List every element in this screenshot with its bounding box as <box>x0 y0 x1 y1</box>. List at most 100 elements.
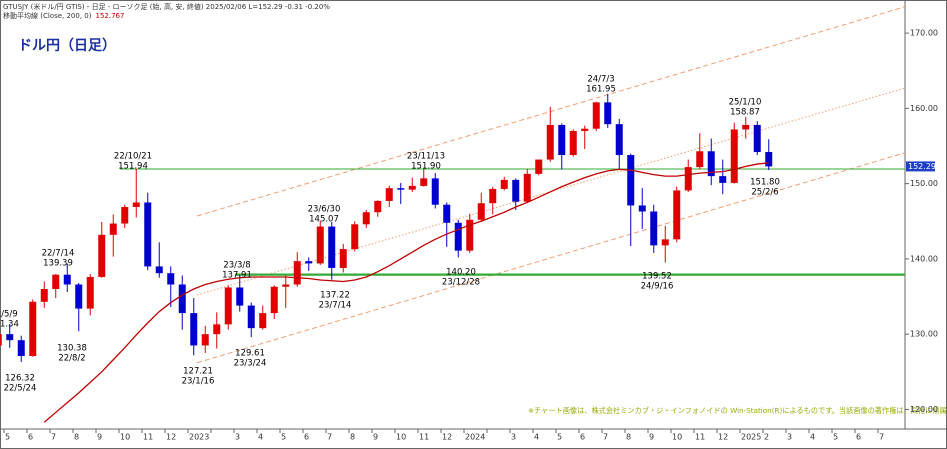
x-tick-label: 2023 <box>189 433 209 442</box>
x-tick-label: 11 <box>143 433 153 442</box>
x-tick-label: 6 <box>580 433 585 442</box>
x-tick-label: 6 <box>28 433 33 442</box>
annotation-date: 24/7/3 <box>587 75 614 85</box>
candle-body <box>753 124 761 153</box>
x-tick-label: 5 <box>5 433 10 442</box>
annotation-price: 129.61 <box>235 349 265 359</box>
candle-body <box>270 286 278 314</box>
last-price-label: 152.29 <box>908 162 936 171</box>
annotation-date: 22/10/21 <box>114 152 152 162</box>
annotation-date: 22/8/2 <box>58 354 85 364</box>
x-tick-label: 2025 <box>741 433 761 442</box>
annotation-date: 22/5/24 <box>4 384 37 394</box>
candle-body <box>374 200 382 213</box>
ma-value: 152.767 <box>95 12 124 20</box>
candle-body <box>661 239 669 246</box>
x-tick-label: 3 <box>787 433 792 442</box>
candle-body <box>592 102 600 129</box>
candle-body <box>98 234 106 277</box>
annotation-price: 151.80 <box>750 178 780 188</box>
candle-body <box>535 159 543 174</box>
x-tick-label: 7 <box>327 433 332 442</box>
candle-body <box>155 266 163 274</box>
x-tick-label: 5 <box>833 433 838 442</box>
x-tick-label: 10 <box>672 433 682 442</box>
y-tick-label: 140.00 <box>910 254 938 263</box>
candle-body <box>167 273 175 285</box>
x-tick-label: 8 <box>74 433 79 442</box>
candle-body <box>63 274 71 285</box>
candle-body <box>604 102 612 125</box>
candle-body <box>627 155 635 206</box>
candle-body <box>707 151 715 177</box>
candle-body <box>178 284 186 314</box>
candle-body <box>546 124 554 160</box>
annotation-price: 145.07 <box>309 215 339 225</box>
annotation-date: 23/7/14 <box>319 301 352 311</box>
candle-body <box>109 223 117 235</box>
candle-body <box>144 202 152 267</box>
x-tick-label: 6 <box>304 433 309 442</box>
candle-body <box>121 206 129 224</box>
x-tick-label: 2024 <box>465 433 485 442</box>
candle-body <box>408 185 416 190</box>
candle-body <box>489 188 497 204</box>
candle-body <box>52 274 60 290</box>
candle-body <box>6 334 14 341</box>
annotation-price: 137.91 <box>222 271 252 281</box>
candle-body <box>259 313 267 329</box>
x-tick-label: 10 <box>120 433 130 442</box>
x-tick-label: 8 <box>626 433 631 442</box>
ma-name: 移動平均線 (Close, 200, 0) <box>3 11 92 20</box>
candle-body <box>213 324 221 335</box>
annotation-date: 22/5/9 <box>0 310 18 320</box>
annotation-price: 158.87 <box>730 108 760 118</box>
annotation-price: 126.32 <box>5 374 35 384</box>
candle-body <box>397 188 405 190</box>
candle-body <box>650 211 658 246</box>
plot-area <box>0 6 905 423</box>
candle-body <box>316 226 324 264</box>
annotation-price: 151.90 <box>411 162 441 172</box>
annotation-price: 131.34 <box>0 320 19 330</box>
candle-body <box>224 287 232 325</box>
x-tick-label: 4 <box>534 433 539 442</box>
annotation-date: 22/7/14 <box>42 249 75 259</box>
last-price-tag <box>906 161 935 172</box>
note: ※チャート画像は、株式会社ミンカブ・ジ・インフォノイドの Win-Station… <box>528 406 947 415</box>
candle-body <box>684 167 692 191</box>
x-tick-label: 7 <box>603 433 608 442</box>
moving-average-line <box>43 162 769 423</box>
candle-body <box>328 226 336 268</box>
candle-body <box>86 276 94 309</box>
x-tick-label: 2 <box>764 433 769 442</box>
candle-body <box>443 204 451 223</box>
annotation-price: 127.21 <box>183 367 213 377</box>
y-tick-label: 160.00 <box>910 104 938 113</box>
channel-line <box>196 6 905 217</box>
x-tick-label: 12 <box>718 433 728 442</box>
candle-body <box>696 151 704 168</box>
candle-body <box>569 130 577 156</box>
candle-body <box>40 289 48 302</box>
candle-body <box>558 124 566 156</box>
annotation-price: 137.22 <box>320 291 350 301</box>
x-tick-label: 5 <box>557 433 562 442</box>
y-tick-label: 120.00 <box>910 405 938 414</box>
candle-body <box>201 334 209 346</box>
annotation-date: 23/6/30 <box>308 205 341 215</box>
candle-body <box>512 179 520 202</box>
x-tick-label: 8 <box>350 433 355 442</box>
channel-line <box>196 152 905 364</box>
candle-body <box>742 124 750 130</box>
annotation-price: 151.94 <box>118 162 148 172</box>
candle-body <box>351 224 359 250</box>
annotation-date: 23/3/8 <box>223 261 250 271</box>
candle-body <box>305 261 313 264</box>
annotation-price: 139.39 <box>43 259 73 269</box>
ma-legend: 移動平均線 (Close, 200, 0) 152.767 <box>3 11 124 20</box>
x-tick-label: 4 <box>810 433 815 442</box>
